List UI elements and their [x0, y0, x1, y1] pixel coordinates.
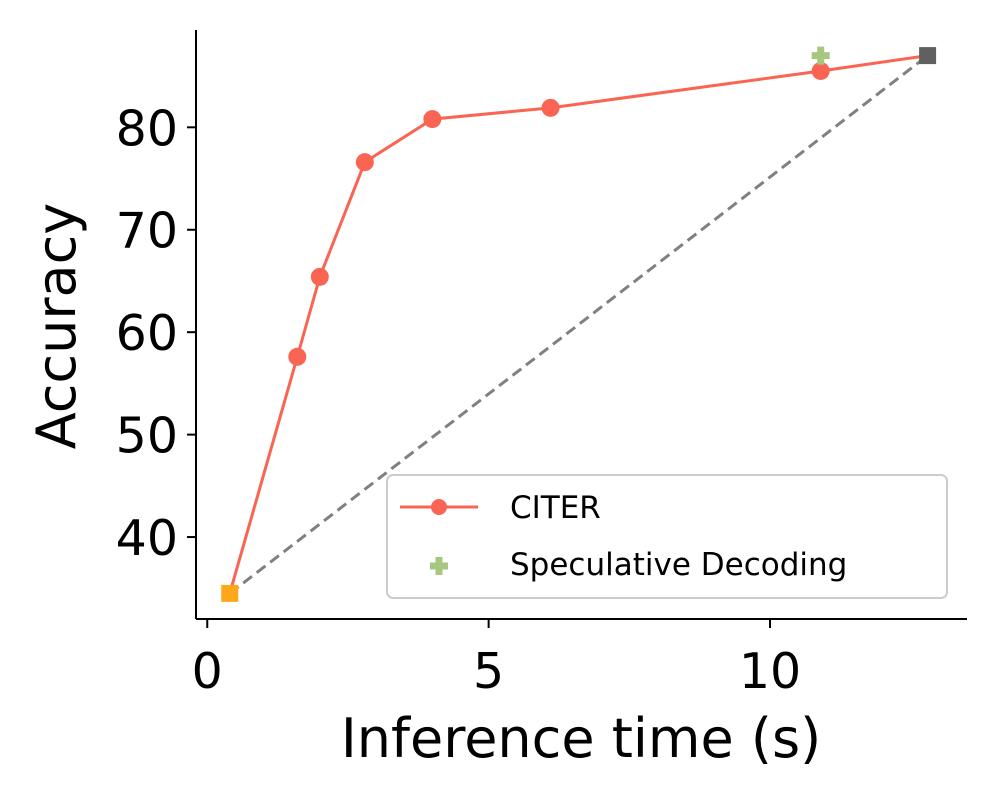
- y-tick-label: 60: [116, 305, 178, 362]
- y-tick-label: 80: [116, 100, 178, 157]
- x-tick-label: 10: [739, 643, 801, 700]
- endpoint-square-marker: [221, 584, 239, 602]
- endpoint-square-marker: [919, 47, 937, 65]
- x-axis-label: Inference time (s): [341, 707, 821, 770]
- citer-point: [288, 347, 307, 366]
- legend-plus-marker: [430, 557, 448, 575]
- reference-line-layer: [228, 54, 929, 595]
- speculative-decoding-point: [811, 46, 830, 65]
- legend-label-citer: CITER: [510, 490, 601, 526]
- legend-label-speculative-decoding: Speculative Decoding: [510, 547, 847, 583]
- reference-dashed-line: [228, 54, 929, 595]
- series-layer: [228, 46, 928, 594]
- y-tick-label: 70: [116, 203, 178, 260]
- y-ticks: 40 50 60 70 80: [116, 100, 196, 567]
- legend-frame: [386, 474, 948, 599]
- x-ticks: 0 5 10: [192, 619, 801, 700]
- legend-speculative-marker-swatch: [430, 557, 448, 575]
- legend-citer-marker-swatch: [431, 499, 447, 515]
- y-axis-label: Accuracy: [25, 203, 88, 450]
- citer-series-line: [228, 54, 928, 594]
- citer-point: [355, 153, 374, 172]
- citer-point: [541, 98, 560, 117]
- citer-point: [423, 110, 442, 129]
- citer-point: [310, 267, 329, 286]
- endpoint-layer: [221, 47, 937, 602]
- legend: CITER Speculative Decoding: [386, 474, 948, 599]
- citer-point: [811, 61, 830, 80]
- x-tick-label: 5: [473, 643, 504, 700]
- y-tick-label: 40: [116, 510, 178, 567]
- y-tick-label: 50: [116, 408, 178, 465]
- x-tick-label: 0: [192, 643, 223, 700]
